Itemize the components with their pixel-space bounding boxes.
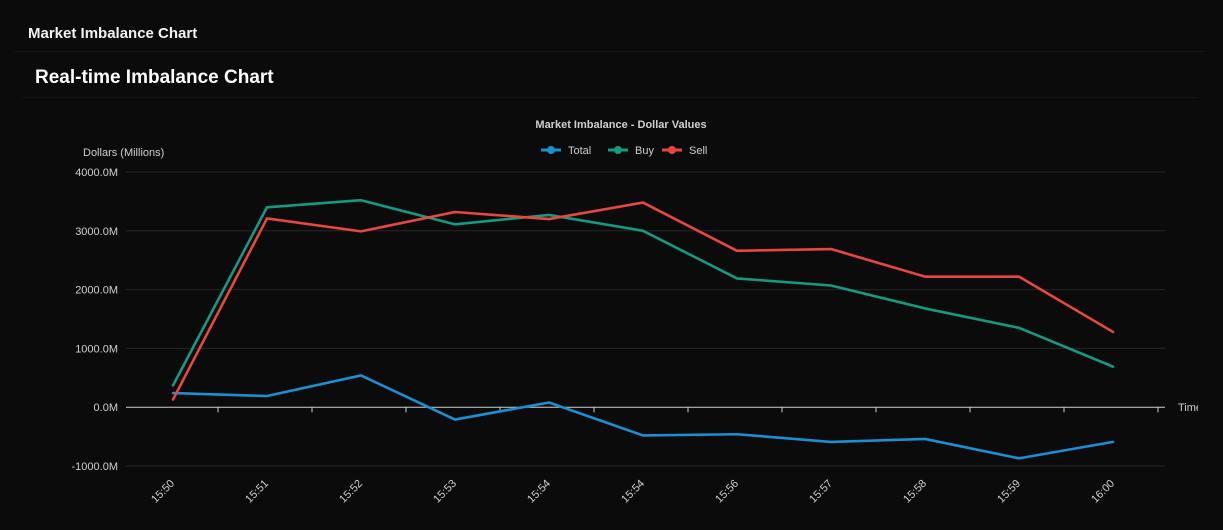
legend-label-buy: Buy bbox=[635, 145, 654, 157]
app-header: Market Imbalance Chart bbox=[14, 14, 1206, 52]
x-tick-label: 16:00 bbox=[1089, 478, 1117, 506]
page-title: Market Imbalance Chart bbox=[28, 25, 198, 42]
y-axis-label: Dollars (Millions) bbox=[83, 147, 164, 159]
y-tick-label: 3000.0M bbox=[75, 226, 118, 238]
x-tick-label: 15:51 bbox=[243, 478, 271, 506]
x-tick-label: 15:56 bbox=[713, 478, 741, 506]
x-tick-label: 15:52 bbox=[337, 478, 365, 506]
card-header: Real-time Imbalance Chart bbox=[22, 60, 1198, 98]
y-tick-label: 2000.0M bbox=[75, 285, 118, 297]
x-axis-label: Time bbox=[1178, 402, 1198, 414]
y-tick-label: -1000.0M bbox=[72, 461, 118, 473]
card-title: Real-time Imbalance Chart bbox=[35, 67, 274, 88]
legend-label-total: Total bbox=[568, 145, 591, 157]
x-tick-label: 15:59 bbox=[995, 478, 1023, 506]
chart-title: Market Imbalance - Dollar Values bbox=[535, 119, 706, 131]
chart-card: Real-time Imbalance Chart Market Imbalan… bbox=[22, 60, 1198, 520]
x-tick-label: 15:57 bbox=[807, 478, 835, 506]
y-tick-label: 4000.0M bbox=[75, 167, 118, 179]
series-line-total bbox=[171, 374, 1115, 460]
y-tick-label: 0.0M bbox=[94, 402, 118, 414]
series-line-sell bbox=[171, 201, 1115, 401]
imbalance-chart: Market Imbalance - Dollar Values Dollars … bbox=[72, 119, 1198, 506]
legend-label-sell: Sell bbox=[689, 145, 707, 157]
legend-marker-sell bbox=[668, 146, 676, 154]
x-tick-label: 15:53 bbox=[431, 478, 459, 506]
x-tick-label: 15:54 bbox=[525, 478, 553, 506]
legend-marker-buy bbox=[614, 146, 622, 154]
x-tick-label: 15:58 bbox=[901, 478, 929, 506]
y-tick-label: 1000.0M bbox=[75, 343, 118, 355]
x-tick-label: 15:50 bbox=[149, 478, 177, 506]
series-line-buy bbox=[171, 198, 1115, 387]
legend-marker-total bbox=[547, 146, 555, 154]
x-tick-label: 15:54 bbox=[619, 478, 647, 506]
